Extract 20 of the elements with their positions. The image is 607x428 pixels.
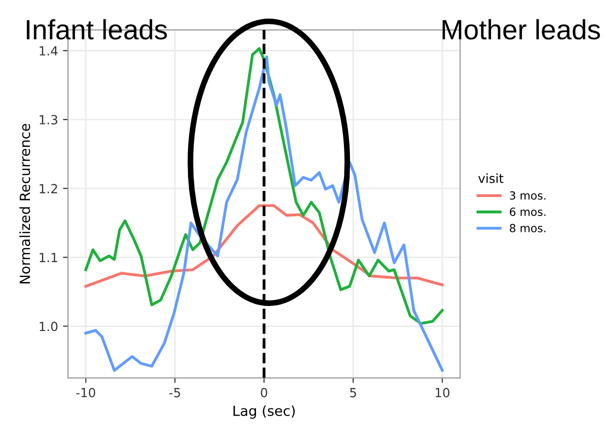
annotation: Infant leads (26, 19, 167, 40)
y-tick-label: 1.2 (40, 184, 58, 194)
legend-title: visit (478, 173, 504, 184)
annotation: Mother leads (442, 19, 600, 40)
legend-label: 8 mos. (510, 224, 546, 232)
x-tick-label: -10 (76, 388, 96, 398)
x-axis-title: Lag (sec) (234, 405, 295, 419)
legend-label: 3 mos. (510, 191, 546, 200)
x-tick-label: -5 (169, 388, 180, 398)
y-tick-label: 1.4 (40, 46, 58, 56)
x-tick-label: 0 (260, 388, 268, 398)
line-series (84, 55, 444, 372)
legend-label: 6 mos. (510, 208, 546, 216)
x-tick-label: 10 (436, 388, 450, 398)
line-series (84, 47, 444, 325)
y-tick-label: 1.0 (40, 322, 58, 332)
x-tick-label: 5 (350, 388, 356, 398)
y-axis-title: Normalized Recurrence (19, 124, 30, 284)
y-tick-label: 1.3 (40, 115, 58, 124)
y-tick-label: 1.1 (40, 252, 58, 262)
